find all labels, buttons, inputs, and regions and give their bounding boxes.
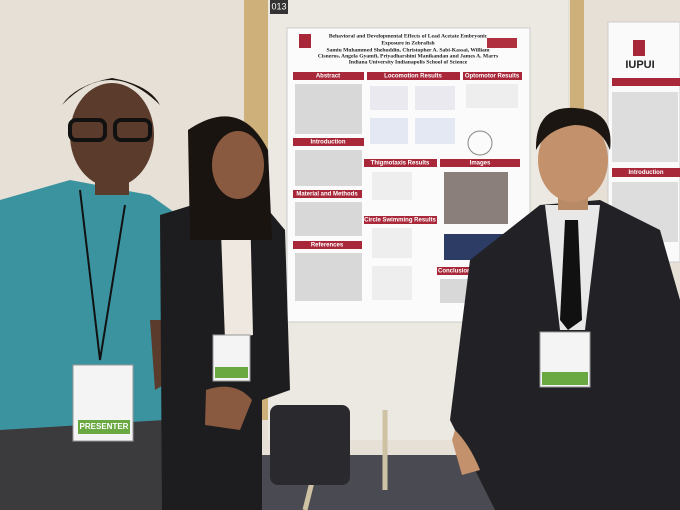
badge-strip xyxy=(78,420,130,434)
header-bar xyxy=(364,216,437,224)
text-block xyxy=(612,92,678,162)
section-headers: Abstract Locomotion Results Optomotor Re… xyxy=(293,72,522,275)
lanyard xyxy=(79,189,126,361)
logo xyxy=(487,38,517,48)
badge-label: PRESENTER xyxy=(80,422,129,431)
head xyxy=(538,118,608,202)
section-header: Conclusions xyxy=(438,269,475,275)
section-header: Locomotion Results xyxy=(384,74,442,80)
poster-body xyxy=(295,84,518,303)
section-header: Introduction xyxy=(311,140,346,146)
figure xyxy=(415,118,455,144)
badge-strip xyxy=(542,372,588,385)
header-bar xyxy=(293,241,362,249)
header-bar xyxy=(612,78,680,86)
head xyxy=(212,131,264,199)
figure xyxy=(415,86,455,110)
figure xyxy=(466,84,518,108)
section-header: Material and Methods xyxy=(296,192,358,198)
figure xyxy=(370,118,408,144)
text-block xyxy=(295,84,362,134)
logo xyxy=(299,34,311,48)
glasses xyxy=(68,118,107,142)
person-right xyxy=(450,107,680,510)
figure xyxy=(444,172,508,224)
section-header: Optomotor Results xyxy=(465,74,520,80)
tag: 013 xyxy=(271,1,286,11)
section-header: Abstract xyxy=(316,74,340,80)
text-block xyxy=(295,253,362,301)
side-section: Introduction xyxy=(629,170,664,176)
header-bar xyxy=(364,159,437,167)
hand xyxy=(452,430,480,475)
header-bar xyxy=(293,190,362,198)
head xyxy=(70,83,154,187)
header-bar xyxy=(437,267,477,275)
header-bar xyxy=(293,72,364,80)
figure xyxy=(372,228,412,258)
header-bar xyxy=(367,72,460,80)
section-header: Circle Swimming Results xyxy=(364,218,436,224)
text-block xyxy=(295,202,362,236)
tie xyxy=(560,220,582,330)
tag-box xyxy=(270,0,288,14)
person-left: PRESENTER xyxy=(0,78,195,510)
header-bar xyxy=(440,159,520,167)
section-header: Images xyxy=(470,161,491,167)
hands xyxy=(205,386,252,430)
poster-title: Behavioral and Developmental Effects of … xyxy=(329,33,488,39)
hair xyxy=(62,78,160,105)
person-middle xyxy=(160,116,290,510)
logo xyxy=(633,40,645,56)
figure xyxy=(372,172,412,200)
bag xyxy=(270,405,350,485)
badge-strip xyxy=(215,367,248,378)
text-block xyxy=(295,150,362,186)
figure xyxy=(370,86,408,110)
pillar xyxy=(570,0,584,120)
figure xyxy=(372,266,412,300)
header-bar xyxy=(293,138,364,146)
hair xyxy=(535,107,611,150)
glasses xyxy=(113,118,152,142)
shirt xyxy=(0,180,195,440)
section-header: References xyxy=(311,243,344,249)
poster-authors: Cisneros, Angela Gyamfi, Priyadharshini … xyxy=(318,53,499,59)
header-bar xyxy=(463,72,522,80)
poster-title: Exposure in Zebrafish xyxy=(381,40,435,46)
header-bar xyxy=(612,168,680,177)
poster-affiliation: Indiana University Indianapolis School o… xyxy=(349,59,468,65)
side-logo: IUPUI xyxy=(625,59,654,71)
poster-authors: Samiu Muhammed Shehuddin, Christopher A.… xyxy=(326,47,489,53)
section-header: Thigmotaxis Results xyxy=(371,161,430,167)
figure xyxy=(467,130,493,156)
pants xyxy=(0,420,168,510)
